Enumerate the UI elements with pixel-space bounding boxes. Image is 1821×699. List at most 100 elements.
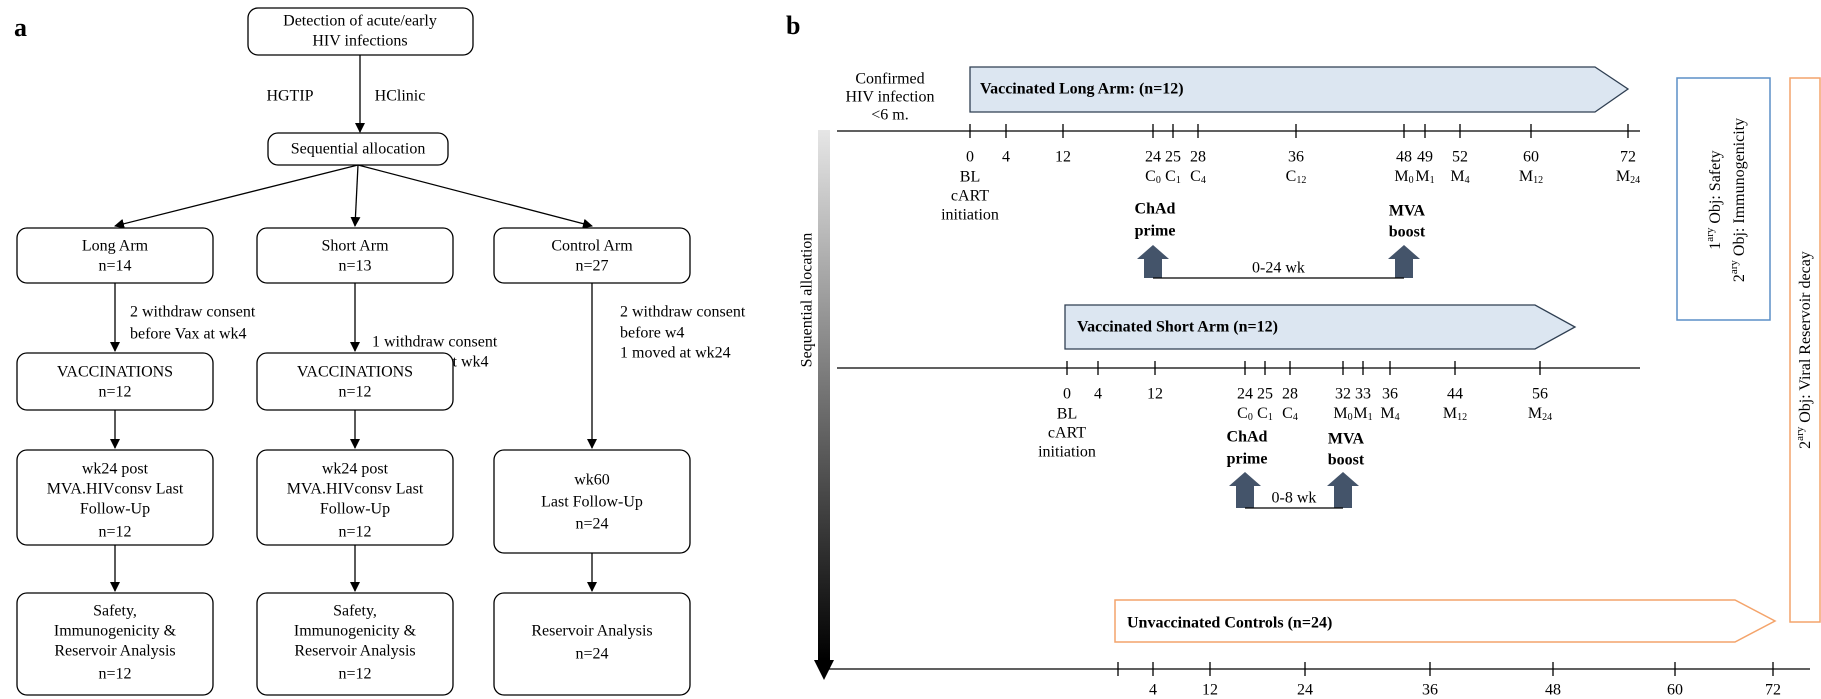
interval-text: 0-8 wk xyxy=(1272,490,1317,507)
analysis-box xyxy=(16,592,214,696)
arrow xyxy=(357,164,593,229)
visit-label: M1 xyxy=(1415,168,1434,187)
week-label: 24 xyxy=(1297,682,1313,699)
vaccination-text: VACCINATIONS xyxy=(297,364,413,381)
visit-letter: M xyxy=(1380,405,1394,422)
withdraw-text: before w4 xyxy=(620,325,684,342)
follow-up-text: n=24 xyxy=(575,516,608,533)
follow-up-text: Follow-Up xyxy=(80,501,150,518)
visit-label: C4 xyxy=(1190,168,1206,187)
allocation-bar xyxy=(818,130,830,660)
prime-text: ChAd xyxy=(1227,429,1268,446)
analysis-box xyxy=(256,592,454,696)
banner-title: Unvaccinated Controls (n=24) xyxy=(1127,615,1332,632)
visit-label: M24 xyxy=(1616,168,1640,187)
confirmed-text: HIV infection xyxy=(845,89,934,106)
visit-index: 0 xyxy=(1409,175,1414,186)
visit-index: 4 xyxy=(1395,412,1400,423)
allocation-text: Sequential allocation xyxy=(291,141,426,158)
visit-label: C0 xyxy=(1145,168,1161,187)
week-label: 0 xyxy=(966,149,974,166)
objective: 2ary Obj: Immunogenicity xyxy=(1728,118,1748,282)
week-label: 12 xyxy=(1055,149,1071,166)
visit-letter: M xyxy=(1528,405,1542,422)
visit-label: M12 xyxy=(1443,405,1467,424)
source-label: HGTIP xyxy=(266,88,313,105)
week-label: 28 xyxy=(1282,386,1298,403)
week-label: 36 xyxy=(1288,149,1304,166)
follow-up-text: n=12 xyxy=(98,524,131,541)
visit-index: 4 xyxy=(1201,175,1206,186)
boost-arrow xyxy=(1229,472,1261,508)
week-label: 36 xyxy=(1422,682,1438,699)
objective: 1ary Obj: Safety xyxy=(1704,150,1724,249)
visit-letter: M xyxy=(1415,168,1429,185)
follow-up-text: wk24 post xyxy=(322,461,389,478)
analysis-box xyxy=(493,592,691,696)
arm-n: n=13 xyxy=(338,258,371,275)
objective-number: 2 xyxy=(1797,441,1814,449)
visit-label: C1 xyxy=(1165,168,1181,187)
visit-letter: M xyxy=(1450,168,1464,185)
vaccination-text: n=12 xyxy=(338,384,371,401)
visit-letter: C xyxy=(1286,168,1297,185)
visit-index: 12 xyxy=(1296,175,1306,186)
week-label: 24 xyxy=(1237,386,1253,403)
visit-label: M4 xyxy=(1380,405,1399,424)
objective-number: 2 xyxy=(1731,274,1748,282)
arrow xyxy=(350,164,361,227)
objective: 2ary Obj: Viral Reservoir decay xyxy=(1794,251,1814,449)
visit-index: 4 xyxy=(1465,175,1470,186)
boost-text: MVA xyxy=(1328,431,1365,448)
visit-label: C4 xyxy=(1282,405,1298,424)
week-label: 33 xyxy=(1355,386,1371,403)
visit-label: C1 xyxy=(1257,405,1273,424)
vaccination-text: VACCINATIONS xyxy=(57,364,173,381)
prime-text: prime xyxy=(1135,223,1176,240)
arm-box xyxy=(493,227,691,284)
withdraw-text: 1 withdraw consent xyxy=(372,334,498,351)
start-text: HIV infections xyxy=(312,33,407,50)
baseline-text: cART xyxy=(951,188,989,205)
visit-letter: M xyxy=(1443,405,1457,422)
boost-arrow xyxy=(1137,245,1169,278)
analysis-text: n=12 xyxy=(338,666,371,683)
visit-index: 0 xyxy=(1248,412,1253,423)
prime-text: prime xyxy=(1227,451,1268,468)
week-label: 4 xyxy=(1149,682,1157,699)
week-label: 52 xyxy=(1452,149,1468,166)
visit-label: M4 xyxy=(1450,168,1469,187)
visit-index: 1 xyxy=(1430,175,1435,186)
visit-label: M1 xyxy=(1353,405,1372,424)
week-label: 12 xyxy=(1147,386,1163,403)
visit-label: M24 xyxy=(1528,405,1552,424)
analysis-text: Safety, xyxy=(93,603,137,620)
week-label: 72 xyxy=(1765,682,1781,699)
week-label: 48 xyxy=(1396,149,1412,166)
arm-name: Control Arm xyxy=(551,238,633,255)
visit-label: M0 xyxy=(1333,405,1352,424)
arm-n: n=27 xyxy=(575,258,608,275)
objective-text: Obj: Immunogenicity xyxy=(1731,118,1748,260)
confirmed-text: Confirmed xyxy=(855,71,924,88)
interval-text: 0-24 wk xyxy=(1252,260,1305,277)
banner-title: Vaccinated Long Arm: (n=12) xyxy=(980,81,1184,98)
week-label: 25 xyxy=(1165,149,1181,166)
arm-box xyxy=(16,227,214,284)
visit-label: M12 xyxy=(1519,168,1543,187)
follow-up-text: wk60 xyxy=(574,472,610,489)
analysis-text: Safety, xyxy=(333,603,377,620)
baseline-text: cART xyxy=(1048,425,1086,442)
boost-text: MVA xyxy=(1389,203,1426,220)
week-label: 48 xyxy=(1545,682,1561,699)
visit-index: 0 xyxy=(1156,175,1161,186)
visit-label: C12 xyxy=(1286,168,1307,187)
visit-letter: C xyxy=(1165,168,1176,185)
objective-sup: ary xyxy=(1794,426,1806,441)
objective-sup: ary xyxy=(1704,227,1716,242)
reservoir-box xyxy=(1789,77,1821,623)
follow-up-text: MVA.HIVconsv Last xyxy=(287,481,424,498)
objective-number: 1 xyxy=(1707,242,1724,250)
baseline-text: initiation xyxy=(941,207,999,224)
